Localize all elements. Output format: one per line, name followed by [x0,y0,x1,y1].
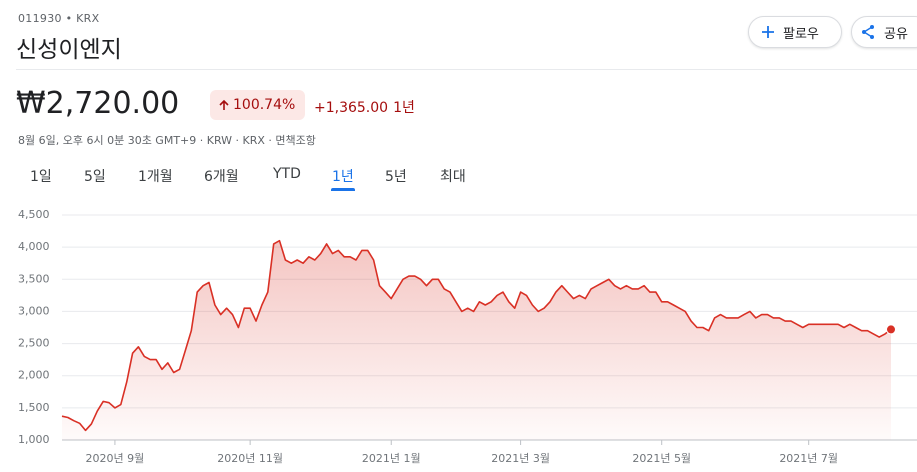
x-tick-label: 2020년 9월 [86,452,145,465]
range-tab[interactable]: 1일 [30,169,52,185]
quote-meta: 8월 6일, 오후 6시 0분 30초 GMT+9 · KRW · KRX · … [18,134,316,147]
company-name: 신성이엔지 [16,37,122,63]
range-tab[interactable]: YTD [273,166,301,182]
y-tick-label: 1,500 [18,401,50,414]
y-tick-label: 4,000 [18,240,50,253]
up-arrow [219,99,229,110]
range-tab[interactable]: 5년 [385,169,407,185]
price-line [61,239,892,432]
y-tick-label: 3,500 [18,272,50,285]
tab-underline [331,188,355,191]
divider [16,69,917,70]
change-period: 1년 [393,100,415,116]
price: ₩2,720.00 [16,86,180,121]
follow-label: 팔로우 [783,26,819,42]
follow-button[interactable]: 팔로우 [748,16,842,48]
area [62,240,891,440]
share-button[interactable]: 공유 [851,16,917,48]
y-tick-label: 2,500 [18,337,50,350]
range-tab[interactable]: 1년 [332,169,354,185]
y-tick-label: 3,000 [18,304,50,317]
y-tick-label: 4,500 [18,208,50,221]
change-badge: 100.74% [210,90,306,120]
y-tick-label: 2,000 [18,369,50,382]
share-icon [862,25,874,39]
y-tick-label: 1,000 [18,433,50,446]
share-label: 공유 [884,26,908,42]
range-tab[interactable]: 5일 [84,169,106,185]
range-tab[interactable]: 최대 [440,169,466,185]
ticker: 011930 • KRX [18,12,100,25]
range-tab[interactable]: 6개월 [204,169,239,185]
range-tab[interactable]: 1개월 [138,169,173,185]
change: +1,365.00 1년 [314,97,415,117]
x-tick-label: 2021년 7월 [779,452,838,465]
change-amount: +1,365.00 [314,100,389,116]
x-tick-label: 2021년 3월 [491,452,550,465]
change-percent: 100.74% [233,97,296,113]
last-point [886,324,896,335]
plus-icon [762,26,774,38]
x-tick-label: 2021년 1월 [362,452,421,465]
x-tick-label: 2020년 11월 [217,452,283,465]
x-tick-label: 2021년 5월 [632,452,691,465]
